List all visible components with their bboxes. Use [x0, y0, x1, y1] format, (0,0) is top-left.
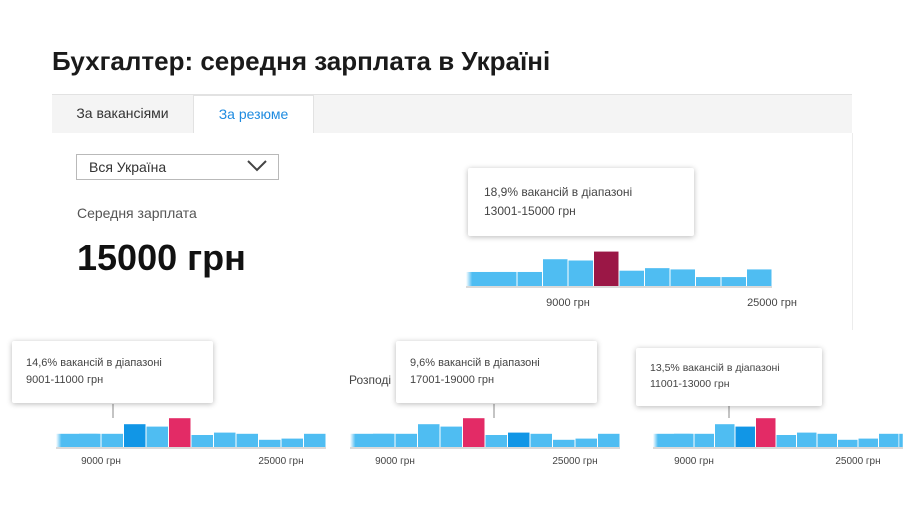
histogram-bar-9001-11000[interactable] — [124, 424, 146, 447]
tooltip-2-line2: 17001-19000 грн — [410, 374, 495, 386]
salary-histogram-2: 9000 грн 25000 грн — [350, 404, 620, 467]
region-select[interactable]: Вся Україна — [76, 154, 279, 180]
x-tick-label: 9000 грн — [546, 297, 590, 309]
distribution-label-partial: Розподі — [349, 373, 392, 387]
histogram-bar-11001-13000[interactable] — [735, 426, 756, 447]
tooltip-1: 14,6% вакансій в діапазоні 9001-11000 гр… — [12, 341, 213, 403]
x-tick-label: 25000 грн — [552, 456, 597, 467]
salary-histogram-1: 9000 грн 25000 грн — [56, 404, 326, 467]
tab-vacancies[interactable]: За вакансіями — [52, 95, 193, 133]
x-tick-label: 25000 грн — [258, 456, 303, 467]
histogram-bar-19001-21000[interactable] — [530, 433, 553, 447]
tooltip-main-line1: 18,9% вакансій в діапазоні — [484, 185, 633, 199]
histogram-bar-21001-23000[interactable] — [696, 277, 721, 286]
histogram-bar-25001-27000[interactable] — [304, 433, 326, 447]
x-tick-label: 9000 грн — [674, 456, 714, 467]
histogram-bar-15001-17000[interactable] — [485, 435, 508, 447]
histogram-bar-11001-13000[interactable] — [440, 426, 463, 447]
histogram-bar-5001-7000[interactable] — [79, 433, 101, 447]
histogram-bar-19001-21000[interactable] — [236, 433, 259, 447]
tooltip-main: 18,9% вакансій в діапазоні 13001-15000 г… — [468, 168, 694, 236]
histogram-bar-17001-19000[interactable] — [214, 432, 236, 447]
average-salary-value: 15000 грн — [77, 237, 246, 278]
tab-content: Вся Україна Середня зарплата 15000 грн — [52, 133, 853, 330]
histogram-bar-27001-29000[interactable] — [899, 433, 903, 447]
tooltip-2-line1: 9,6% вакансій в діапазоні — [410, 357, 540, 369]
histogram-bar-13001-15000[interactable] — [594, 251, 619, 286]
histogram-bar-5001-7000[interactable] — [373, 433, 395, 447]
tooltip-1-line2: 9001-11000 грн — [26, 374, 104, 386]
histogram-bar-23001-25000[interactable] — [575, 438, 598, 447]
histogram-bar-19001-21000[interactable] — [670, 269, 696, 286]
x-tick-label: 25000 грн — [835, 456, 880, 467]
tooltip-3-line1: 13,5% вакансій в діапазоні — [650, 362, 780, 374]
region-select-value: Вся Україна — [89, 159, 167, 175]
histogram-bar-9001-11000[interactable] — [543, 259, 568, 286]
histogram-bar-11001-13000[interactable] — [568, 260, 594, 287]
histogram-bar-7001-9000[interactable] — [101, 433, 124, 447]
histogram-bar-23001-25000[interactable] — [281, 438, 304, 447]
salary-histogram-3: 9000 грн 25000 грн — [653, 404, 903, 467]
histogram-bar-5001-7000[interactable] — [492, 271, 517, 286]
x-tick-label: 9000 грн — [81, 456, 121, 467]
histogram-bar-25001-27000[interactable] — [747, 269, 772, 286]
histogram-bar-13001-15000[interactable] — [756, 418, 776, 447]
tab-resumes[interactable]: За резюме — [193, 95, 314, 133]
histogram-bar-9001-11000[interactable] — [418, 424, 440, 447]
page-title: Бухгалтер: середня зарплата в Україні — [52, 46, 551, 76]
histogram-bar-5001-7000[interactable] — [674, 433, 694, 447]
tooltip-main-line2: 13001-15000 грн — [484, 204, 576, 218]
histogram-bar-25001-27000[interactable] — [879, 433, 899, 447]
histogram-bar-13001-15000[interactable] — [463, 418, 485, 447]
tooltip-3-line2: 11001-13000 грн — [650, 378, 730, 390]
x-tick-label: 9000 грн — [375, 456, 415, 467]
histogram-bar-11001-13000[interactable] — [146, 426, 169, 447]
histogram-bar-7001-9000[interactable] — [395, 433, 418, 447]
chevron-down-icon — [247, 160, 267, 172]
tooltip-1-line1: 14,6% вакансій в діапазоні — [26, 357, 162, 369]
histogram-bar-9001-11000[interactable] — [715, 424, 735, 447]
histogram-bar-19001-21000[interactable] — [817, 433, 838, 447]
x-tick-label: 25000 грн — [747, 297, 797, 309]
histogram-bar-17001-19000[interactable] — [797, 432, 817, 447]
histogram-bar-15001-17000[interactable] — [776, 435, 797, 447]
salary-panel: За вакансіями За резюме Вся Україна Сере… — [52, 94, 853, 330]
histogram-bar-7001-9000[interactable] — [517, 271, 543, 286]
histogram-bar-17001-19000[interactable] — [508, 432, 530, 447]
histogram-bar-21001-23000[interactable] — [553, 439, 575, 447]
histogram-bar-7001-9000[interactable] — [694, 433, 715, 447]
salary-histogram-main: 9000 грн 25000 грн — [466, 251, 797, 309]
histogram-bar-21001-23000[interactable] — [259, 439, 281, 447]
tooltip-2: 9,6% вакансій в діапазоні 17001-19000 гр… — [396, 341, 597, 403]
histogram-bar-15001-17000[interactable] — [191, 435, 214, 447]
histogram-bar-13001-15000[interactable] — [169, 418, 191, 447]
histogram-bar-23001-25000[interactable] — [721, 277, 747, 286]
histogram-bar-15001-17000[interactable] — [619, 270, 645, 286]
histogram-bar-23001-25000[interactable] — [858, 438, 879, 447]
average-salary-label: Середня зарплата — [77, 205, 197, 221]
histogram-bar-17001-19000[interactable] — [645, 268, 670, 286]
histogram-bar-21001-23000[interactable] — [838, 439, 858, 447]
tooltip-3: 13,5% вакансій в діапазоні 11001-13000 г… — [636, 348, 822, 406]
histogram-bar-25001-27000[interactable] — [598, 433, 620, 447]
